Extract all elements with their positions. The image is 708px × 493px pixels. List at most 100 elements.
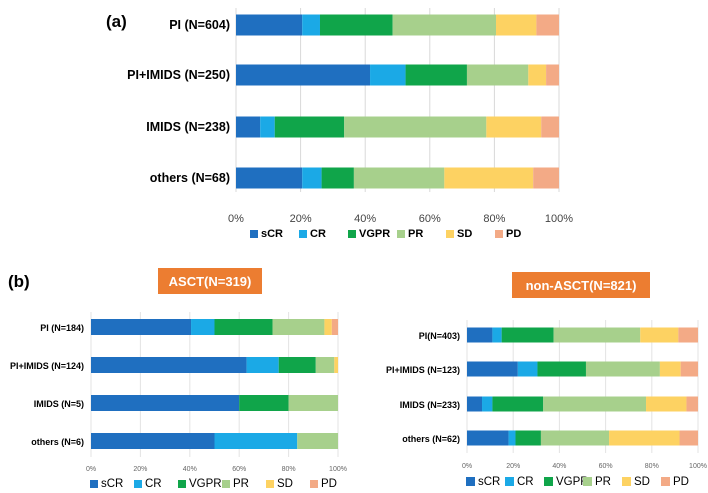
title-box-non-asct: non-ASCT(N=821) xyxy=(512,272,650,298)
b-left-bar-pi-n-184-scr xyxy=(91,319,192,335)
b-right-legend-swatch-vgpr xyxy=(544,477,553,486)
a-tick-label-5: 100% xyxy=(545,213,573,225)
b-right-legend-label-scr: sCR xyxy=(478,476,500,488)
b-left-bar-pi-n-184-cr xyxy=(191,319,215,335)
b-right-legend-swatch-scr xyxy=(466,477,475,486)
b-left-bar-imids-n-5-vgpr xyxy=(239,395,289,411)
b-right-bar-others-n-62-scr xyxy=(467,430,509,446)
a-bar-others-n-68-pr xyxy=(353,167,445,189)
a-bar-pi-n-604-pr xyxy=(392,14,497,36)
b-right-tick-label-0: 0% xyxy=(462,463,472,470)
b-right-bar-others-n-62-cr xyxy=(508,430,516,446)
title-asct: ASCT(N=319) xyxy=(169,274,252,289)
b-left-bar-pi-n-184-vgpr xyxy=(214,319,273,335)
b-left-category-label-0: PI (N=184) xyxy=(40,323,84,333)
a-legend-swatch-pr xyxy=(397,230,405,238)
a-legend-swatch-scr xyxy=(250,230,258,238)
b-right-tick-label-3: 60% xyxy=(599,463,613,470)
b-left-bar-pi-n-184-pr xyxy=(272,319,325,335)
b-right-bar-others-n-62-pr xyxy=(540,430,610,446)
a-bar-imids-n-238-scr xyxy=(236,116,261,138)
a-legend-swatch-pd xyxy=(495,230,503,238)
b-right-bar-pi-n-403-vgpr xyxy=(501,327,554,343)
a-bar-pi-imids-n-250-scr xyxy=(236,64,371,86)
a-tick-label-0: 0% xyxy=(228,213,244,225)
b-right-tick-label-1: 20% xyxy=(506,463,520,470)
b-left-bar-pi-imids-n-124-sd xyxy=(334,357,338,373)
a-bar-pi-imids-n-250-sd xyxy=(528,64,547,86)
a-bar-imids-n-238-cr xyxy=(260,116,275,138)
a-tick-label-4: 80% xyxy=(483,213,505,225)
b-left-tick-label-0: 0% xyxy=(86,466,96,473)
b-left-legend-swatch-cr xyxy=(134,480,142,488)
a-tick-label-3: 60% xyxy=(419,213,441,225)
b-left-category-label-2: IMIDS (N=5) xyxy=(34,399,84,409)
a-bar-others-n-68-pd xyxy=(533,167,559,189)
b-left-tick-label-2: 40% xyxy=(183,466,197,473)
b-right-legend-label-pd: PD xyxy=(673,476,689,488)
a-bar-others-n-68-cr xyxy=(302,167,322,189)
a-bar-pi-imids-n-250-vgpr xyxy=(405,64,467,86)
b-left-tick-label-3: 60% xyxy=(232,466,246,473)
b-right-tick-label-4: 80% xyxy=(645,463,659,470)
b-left-bar-pi-imids-n-124-vgpr xyxy=(278,357,316,373)
a-legend-label-pd: PD xyxy=(506,228,521,240)
b-left-legend-label-scr: sCR xyxy=(101,478,123,490)
a-legend-label-pr: PR xyxy=(408,228,423,240)
b-left-bar-imids-n-5-pr xyxy=(288,395,338,411)
a-legend-label-sd: SD xyxy=(457,228,472,240)
b-right-bar-others-n-62-sd xyxy=(609,430,680,446)
b-left-legend-label-sd: SD xyxy=(277,478,293,490)
b-right-legend-swatch-sd xyxy=(622,477,631,486)
title-box-asct-bg xyxy=(158,268,262,294)
chart-asct: PI (N=184) PI+IMIDS (N=124) IMIDS (N=5) oth… xyxy=(10,312,347,490)
b-right-legend-label-sd: SD xyxy=(634,476,650,488)
b-right-bar-imids-n-233-pd xyxy=(686,396,698,412)
b-right-legend-label-cr: CR xyxy=(517,476,534,488)
b-right-category-label-0: PI(N=403) xyxy=(419,331,460,341)
a-tick-label-1: 20% xyxy=(290,213,312,225)
b-left-legend-label-vgpr: VGPR xyxy=(189,478,222,490)
b-left-legend-swatch-pr xyxy=(222,480,230,488)
b-left-bar-pi-imids-n-124-cr xyxy=(246,357,279,373)
b-left-legend-label-cr: CR xyxy=(145,478,162,490)
b-right-bar-pi-n-403-sd xyxy=(640,327,679,343)
b-right-bar-others-n-62-vgpr xyxy=(515,430,541,446)
b-right-bar-imids-n-233-cr xyxy=(482,396,493,412)
b-right-bar-imids-n-233-sd xyxy=(646,396,687,412)
panel-label-a: (a) xyxy=(106,12,127,31)
b-left-category-label-3: others (N=6) xyxy=(31,437,84,447)
b-left-bar-pi-n-184-pd xyxy=(331,319,338,335)
b-right-legend-swatch-pd xyxy=(661,477,670,486)
a-category-label-2: IMIDS (N=238) xyxy=(146,120,230,134)
a-legend-label-scr: sCR xyxy=(261,228,283,240)
a-legend-swatch-sd xyxy=(446,230,454,238)
b-right-bar-pi-imids-n-123-pr xyxy=(585,361,660,377)
b-left-bar-pi-imids-n-124-scr xyxy=(91,357,247,373)
b-right-bar-pi-imids-n-123-sd xyxy=(659,361,681,377)
a-category-label-3: others (N=68) xyxy=(150,171,230,185)
a-bar-pi-n-604-pd xyxy=(536,14,559,36)
panel-label-b: (b) xyxy=(8,272,30,291)
b-right-bar-others-n-62-pd xyxy=(679,430,698,446)
a-category-label-1: PI+IMIDS (N=250) xyxy=(127,68,230,82)
title-box-asct: ASCT(N=319) xyxy=(158,268,262,294)
a-bar-others-n-68-scr xyxy=(236,167,303,189)
a-bar-pi-n-604-scr xyxy=(236,14,303,36)
b-left-legend-swatch-sd xyxy=(266,480,274,488)
chart-a: PI (N=604) PI+IMIDS (N=250) IMIDS (N=238) o… xyxy=(127,8,573,240)
a-bar-imids-n-238-pr xyxy=(344,116,487,138)
a-bar-pi-n-604-sd xyxy=(496,14,537,36)
a-bar-imids-n-238-vgpr xyxy=(274,116,345,138)
a-bar-others-n-68-sd xyxy=(444,167,534,189)
a-bar-pi-imids-n-250-cr xyxy=(370,64,406,86)
title-non-asct: non-ASCT(N=821) xyxy=(526,278,637,293)
b-left-legend-swatch-vgpr xyxy=(178,480,186,488)
a-bar-imids-n-238-pd xyxy=(541,116,559,138)
b-left-bar-others-n-6-cr xyxy=(214,433,298,449)
b-right-bar-pi-n-403-scr xyxy=(467,327,493,343)
b-right-bar-imids-n-233-scr xyxy=(467,396,483,412)
b-right-legend-swatch-pr xyxy=(583,477,592,486)
a-category-label-0: PI (N=604) xyxy=(169,18,230,32)
